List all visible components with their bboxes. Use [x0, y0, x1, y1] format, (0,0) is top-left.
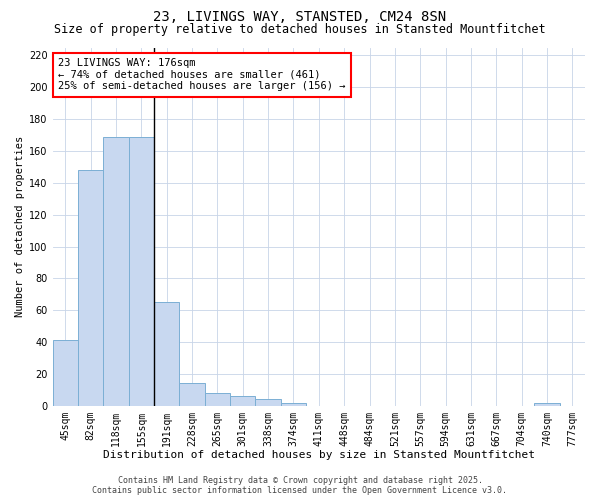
Text: Contains HM Land Registry data © Crown copyright and database right 2025.
Contai: Contains HM Land Registry data © Crown c… — [92, 476, 508, 495]
Bar — [281, 402, 306, 406]
Bar — [129, 136, 154, 406]
Bar — [179, 384, 205, 406]
Bar — [78, 170, 103, 406]
Text: Size of property relative to detached houses in Stansted Mountfitchet: Size of property relative to detached ho… — [54, 22, 546, 36]
Text: 23 LIVINGS WAY: 176sqm
← 74% of detached houses are smaller (461)
25% of semi-de: 23 LIVINGS WAY: 176sqm ← 74% of detached… — [58, 58, 346, 92]
Bar — [256, 400, 281, 406]
Bar — [205, 393, 230, 406]
Y-axis label: Number of detached properties: Number of detached properties — [15, 136, 25, 317]
Bar — [230, 396, 256, 406]
Bar — [154, 302, 179, 406]
Bar — [103, 136, 129, 406]
Text: 23, LIVINGS WAY, STANSTED, CM24 8SN: 23, LIVINGS WAY, STANSTED, CM24 8SN — [154, 10, 446, 24]
Bar — [53, 340, 78, 406]
Bar — [535, 402, 560, 406]
X-axis label: Distribution of detached houses by size in Stansted Mountfitchet: Distribution of detached houses by size … — [103, 450, 535, 460]
